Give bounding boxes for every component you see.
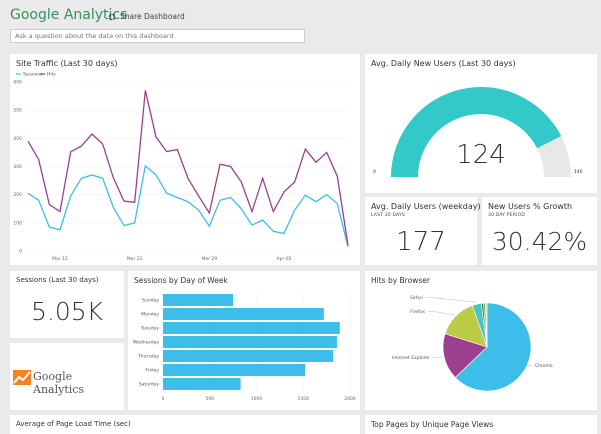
logo-text: Google Analytics: [33, 370, 85, 396]
share-dashboard-button[interactable]: Share Dashboard: [108, 12, 185, 21]
gauge-min: 0: [373, 170, 376, 175]
pie-slice: [485, 302, 488, 348]
bar-wednesday: [163, 336, 337, 348]
category-label: Monday: [141, 312, 159, 318]
y-tick-label: 100: [13, 220, 22, 226]
x-tick-label: Mar 15: [52, 256, 68, 262]
bar-friday: [163, 364, 306, 376]
tile-subtitle: 30 DAY PERIOD: [488, 213, 526, 218]
gauge-max: 146: [574, 170, 583, 175]
bar-monday: [163, 308, 324, 320]
tile-title: Hits by Browser: [371, 276, 430, 285]
tile-title: Sessions (Last 30 days): [16, 276, 99, 284]
logo-tile[interactable]: Google Analytics: [10, 343, 124, 410]
gauge-chart: [391, 87, 571, 177]
category-label: Saturday: [139, 382, 160, 388]
y-tick-label: 500: [13, 108, 22, 114]
tile-title: New Users % Growth: [488, 202, 573, 211]
slice-label: Internet Explorer: [392, 355, 430, 361]
slice-label: Firefox: [410, 309, 425, 315]
hits-by-browser-tile[interactable]: Hits by Browser Chrome Internet Explorer F…: [365, 271, 597, 410]
kpi-value: 30.42%: [491, 227, 588, 256]
y-tick-label: 600: [13, 80, 22, 86]
leader-line: [426, 297, 477, 303]
new-users-gauge-tile[interactable]: Avg. Daily New Users (Last 30 days) 124 …: [365, 54, 597, 193]
pie-slice: [442, 333, 488, 378]
tile-title: Avg. Daily New Users (Last 30 days): [371, 59, 516, 68]
y-tick-label: 0: [19, 249, 22, 255]
top-pages-tile[interactable]: Top Pages by Unique Page Views: [365, 415, 597, 434]
sessions-by-day-tile[interactable]: Sessions by Day of Week 0 500 1000 1500 2000…: [128, 271, 360, 410]
hits-by-browser-chart: Chrome Internet Explorer Firefox Safari: [392, 295, 553, 392]
x-tick-label: 0: [162, 396, 165, 402]
app-title: Google Analytics: [10, 7, 128, 23]
google-analytics-logo-icon: [13, 370, 31, 385]
share-label: Share Dashboard: [120, 12, 185, 21]
bar-saturday: [163, 378, 241, 390]
category-label: Thursday: [137, 354, 159, 360]
category-label: Friday: [145, 368, 159, 374]
question-search-input[interactable]: [10, 29, 305, 43]
x-tick-label: Apr 05: [277, 256, 292, 262]
series-line-hits: [27, 90, 349, 246]
growth-tile[interactable]: New Users % Growth 30 DAY PERIOD 30.42%: [482, 197, 597, 265]
x-tick-label: Mar 22: [127, 256, 143, 262]
tile-title: Avg. Daily Users (weekday): [371, 202, 481, 211]
share-icon: [108, 13, 116, 20]
sessions-tile[interactable]: Sessions (Last 30 days) 5.05K: [10, 271, 124, 338]
legend-label: Sessions: [23, 72, 43, 78]
tile-title: Top Pages by Unique Page Views: [371, 420, 494, 429]
page-load-tile[interactable]: Average of Page Load Time (sec): [10, 415, 360, 434]
tile-title: Average of Page Load Time (sec): [16, 420, 131, 428]
y-tick-label: 400: [13, 136, 22, 142]
bar-tuesday: [163, 322, 340, 334]
slice-label: Safari: [410, 295, 423, 301]
series-line-sessions: [27, 164, 349, 247]
x-tick-label: 1000: [251, 396, 263, 402]
site-traffic-chart: 0 100 200 300 400 500 600 Mar 15 Mar 22 Mar 29 Apr…: [13, 72, 349, 262]
gauge-fill: [391, 87, 562, 177]
y-tick-label: 200: [13, 192, 22, 198]
category-label: Wednesday: [133, 340, 159, 346]
x-tick-label: 1500: [298, 396, 310, 402]
tile-title: Sessions by Day of Week: [134, 276, 228, 285]
category-label: Tuesday: [140, 326, 160, 332]
bar-thursday: [163, 350, 334, 362]
slice-label: Chrome: [535, 363, 553, 369]
daily-users-tile[interactable]: Avg. Daily Users (weekday) LAST 30 DAYS …: [365, 197, 481, 265]
tile-title: Site Traffic (Last 30 days): [16, 59, 118, 68]
pie-slice: [454, 302, 532, 392]
bar-sunday: [163, 294, 234, 306]
category-label: Sunday: [142, 298, 159, 304]
kpi-value: 177: [396, 227, 446, 257]
leader-line: [428, 311, 455, 316]
y-tick-label: 300: [13, 164, 22, 170]
x-tick-label: Mar 29: [202, 256, 218, 262]
tile-subtitle: LAST 30 DAYS: [371, 213, 406, 218]
x-tick-label: 2000: [344, 396, 356, 402]
gauge-value: 124: [456, 140, 506, 170]
sessions-by-day-chart: 0 500 1000 1500 2000 Sunday Monday Tuesday Wedne…: [133, 293, 356, 402]
kpi-value: 5.05K: [30, 297, 104, 326]
x-tick-label: 500: [205, 396, 214, 402]
legend-label: Hits: [47, 72, 56, 78]
site-traffic-tile[interactable]: Site Traffic (Last 30 days) 0 100 200 300 40…: [10, 54, 360, 265]
